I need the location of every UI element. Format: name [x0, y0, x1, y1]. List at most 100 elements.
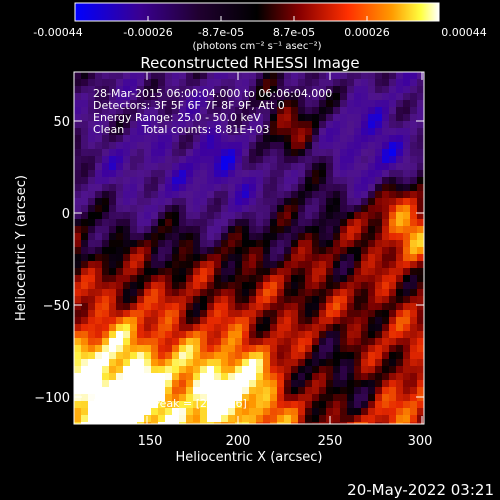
image-pixel: [368, 219, 376, 227]
image-pixel: [221, 366, 229, 374]
image-pixel: [354, 387, 362, 395]
image-pixel: [102, 240, 110, 248]
y-axis-label: Heliocentric Y (arcsec): [14, 175, 29, 321]
image-pixel: [417, 338, 424, 346]
image-pixel: [172, 296, 180, 304]
image-pixel: [291, 191, 299, 199]
image-pixel: [403, 275, 411, 283]
image-pixel: [347, 394, 355, 402]
image-pixel: [410, 331, 418, 339]
image-pixel: [347, 184, 355, 192]
image-pixel: [144, 156, 152, 164]
image-pixel: [291, 331, 299, 339]
image-pixel: [340, 128, 348, 136]
image-pixel: [291, 205, 299, 213]
image-pixel: [179, 79, 187, 87]
image-pixel: [375, 219, 383, 227]
image-pixel: [179, 128, 187, 136]
image-pixel: [102, 366, 110, 374]
image-pixel: [186, 254, 194, 262]
image-pixel: [326, 121, 334, 129]
image-pixel: [340, 394, 348, 402]
image-pixel: [228, 275, 236, 283]
image-pixel: [368, 380, 376, 388]
image-pixel: [417, 135, 424, 143]
image-pixel: [116, 219, 124, 227]
image-pixel: [186, 289, 194, 297]
image-pixel: [228, 303, 236, 311]
image-pixel: [326, 107, 334, 115]
image-pixel: [221, 317, 229, 325]
image-pixel: [228, 422, 236, 424]
image-pixel: [319, 107, 327, 115]
image-pixel: [249, 310, 257, 318]
image-pixel: [95, 100, 103, 108]
image-pixel: [417, 394, 424, 402]
image-pixel: [130, 303, 138, 311]
image-pixel: [102, 79, 110, 87]
image-pixel: [396, 275, 404, 283]
image-pixel: [109, 324, 117, 332]
image-pixel: [249, 422, 257, 424]
image-pixel: [389, 100, 397, 108]
image-pixel: [116, 401, 124, 409]
image-pixel: [417, 149, 424, 157]
image-pixel: [410, 282, 418, 290]
image-pixel: [242, 317, 250, 325]
image-pixel: [333, 401, 341, 409]
image-pixel: [144, 100, 152, 108]
image-pixel: [151, 359, 159, 367]
image-pixel: [277, 170, 285, 178]
image-pixel: [291, 184, 299, 192]
image-pixel: [298, 345, 306, 353]
image-pixel: [263, 198, 271, 206]
image-pixel: [368, 394, 376, 402]
image-pixel: [354, 93, 362, 101]
image-pixel: [207, 233, 215, 241]
image-pixel: [410, 317, 418, 325]
image-pixel: [375, 345, 383, 353]
image-pixel: [158, 226, 166, 234]
image-pixel: [326, 282, 334, 290]
image-pixel: [284, 387, 292, 395]
image-pixel: [130, 72, 138, 80]
image-pixel: [200, 352, 208, 360]
image-pixel: [291, 219, 299, 227]
image-pixel: [88, 219, 96, 227]
image-pixel: [382, 352, 390, 360]
image-pixel: [340, 79, 348, 87]
image-pixel: [81, 72, 89, 80]
image-pixel: [88, 114, 96, 122]
image-pixel: [347, 100, 355, 108]
image-pixel: [214, 275, 222, 283]
image-pixel: [340, 366, 348, 374]
image-pixel: [375, 184, 383, 192]
image-pixel: [368, 156, 376, 164]
image-pixel: [158, 128, 166, 136]
image-pixel: [375, 128, 383, 136]
image-pixel: [382, 240, 390, 248]
image-pixel: [158, 107, 166, 115]
image-pixel: [81, 184, 89, 192]
image-pixel: [312, 366, 320, 374]
image-pixel: [396, 128, 404, 136]
image-pixel: [368, 331, 376, 339]
image-pixel: [200, 394, 208, 402]
image-pixel: [95, 156, 103, 164]
image-pixel: [88, 86, 96, 94]
image-pixel: [326, 149, 334, 157]
image-pixel: [333, 303, 341, 311]
image-pixel: [88, 261, 96, 269]
image-pixel: [214, 100, 222, 108]
image-pixel: [354, 247, 362, 255]
image-pixel: [123, 345, 131, 353]
image-pixel: [340, 191, 348, 199]
image-pixel: [354, 128, 362, 136]
image-pixel: [368, 247, 376, 255]
image-pixel: [179, 170, 187, 178]
image-pixel: [291, 310, 299, 318]
image-pixel: [389, 72, 397, 80]
image-pixel: [396, 380, 404, 388]
image-pixel: [382, 128, 390, 136]
image-pixel: [200, 198, 208, 206]
